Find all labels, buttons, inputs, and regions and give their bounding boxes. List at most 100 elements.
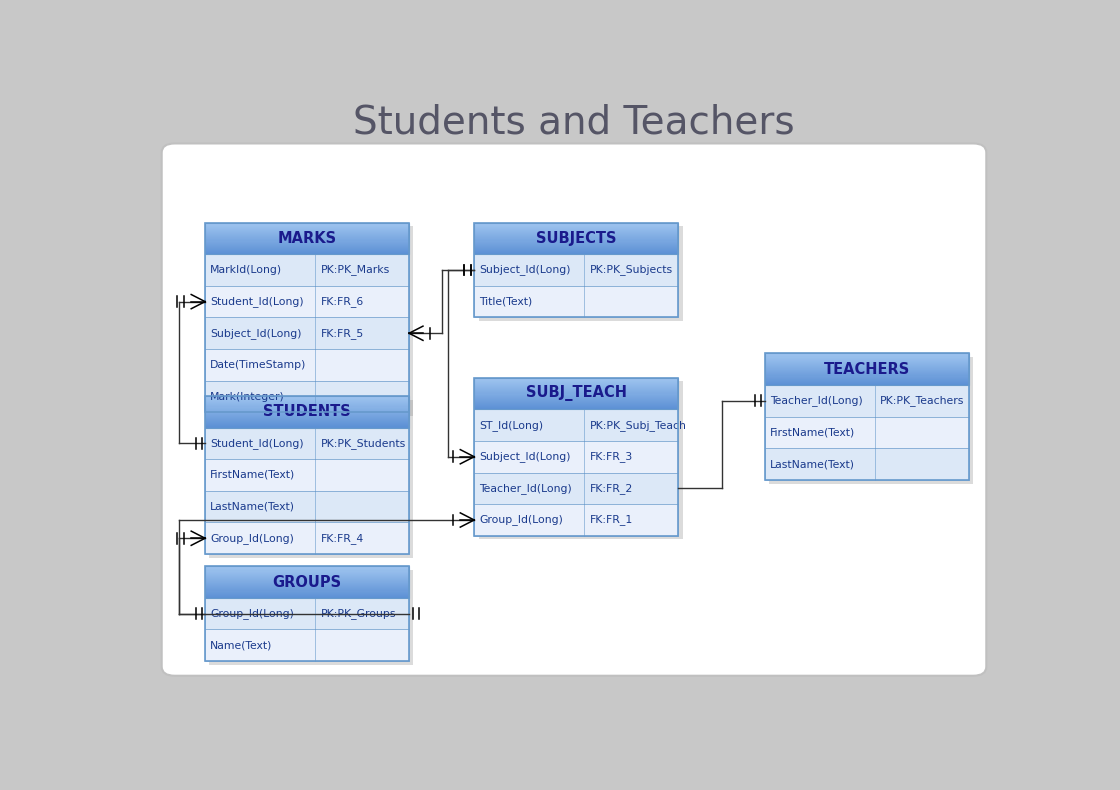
Bar xyxy=(205,571,409,573)
Text: Date(TimeStamp): Date(TimeStamp) xyxy=(211,360,307,370)
Bar xyxy=(205,583,409,584)
Bar xyxy=(205,410,409,411)
Bar xyxy=(205,414,409,415)
Bar xyxy=(205,233,409,234)
Text: Name(Text): Name(Text) xyxy=(211,641,272,650)
Bar xyxy=(205,381,409,412)
Text: Teacher_Id(Long): Teacher_Id(Long) xyxy=(479,483,572,494)
Bar xyxy=(205,405,409,406)
Bar xyxy=(205,408,409,410)
Text: FK:FR_5: FK:FR_5 xyxy=(320,328,364,339)
Text: PK:PK_Subj_Teach: PK:PK_Subj_Teach xyxy=(589,419,687,431)
Text: Title(Text): Title(Text) xyxy=(479,296,533,307)
Bar xyxy=(474,254,678,286)
Text: ST_Id(Long): ST_Id(Long) xyxy=(479,419,543,431)
Text: Group_Id(Long): Group_Id(Long) xyxy=(211,532,295,544)
Text: FirstName(Text): FirstName(Text) xyxy=(771,427,856,438)
Bar xyxy=(474,399,678,400)
Text: Student_Id(Long): Student_Id(Long) xyxy=(211,296,304,307)
Bar xyxy=(205,398,409,399)
Bar xyxy=(765,355,969,356)
Bar xyxy=(765,363,969,364)
Text: LastName(Text): LastName(Text) xyxy=(211,502,296,512)
Bar xyxy=(205,570,409,571)
Bar xyxy=(765,368,969,369)
Text: Group_Id(Long): Group_Id(Long) xyxy=(479,514,563,525)
Text: FK:FR_3: FK:FR_3 xyxy=(589,451,633,462)
Bar xyxy=(205,585,409,586)
Bar xyxy=(205,396,409,427)
Bar xyxy=(474,223,678,318)
Text: Teacher_Id(Long): Teacher_Id(Long) xyxy=(771,395,862,406)
Bar xyxy=(205,396,409,397)
Bar xyxy=(474,228,678,229)
Bar xyxy=(474,390,678,391)
Bar xyxy=(474,396,678,397)
Bar xyxy=(474,378,678,380)
Bar xyxy=(474,243,678,245)
Bar xyxy=(765,356,969,358)
Bar xyxy=(205,249,409,250)
Bar xyxy=(209,570,413,664)
Text: PK:PK_Groups: PK:PK_Groups xyxy=(320,608,396,619)
Bar xyxy=(474,404,678,405)
Bar xyxy=(205,426,409,427)
Bar xyxy=(474,286,678,318)
Bar xyxy=(205,581,409,582)
Text: FirstName(Text): FirstName(Text) xyxy=(211,470,296,480)
Bar xyxy=(474,389,678,390)
Bar xyxy=(474,394,678,396)
Bar xyxy=(205,580,409,581)
Bar xyxy=(205,406,409,408)
Bar xyxy=(205,592,409,593)
Bar xyxy=(205,237,409,239)
Bar xyxy=(474,408,678,409)
Bar xyxy=(765,358,969,359)
Bar xyxy=(205,566,409,661)
Bar xyxy=(205,318,409,349)
Bar xyxy=(205,230,409,231)
Bar xyxy=(474,402,678,403)
Bar xyxy=(205,349,409,381)
Bar xyxy=(205,248,409,249)
Text: Students and Teachers: Students and Teachers xyxy=(353,103,795,141)
Bar xyxy=(765,380,969,381)
Bar xyxy=(474,472,678,504)
Bar xyxy=(205,598,409,630)
Text: MARKS: MARKS xyxy=(278,231,337,246)
Bar xyxy=(474,240,678,242)
Bar xyxy=(205,630,409,661)
Bar xyxy=(474,248,678,249)
Bar xyxy=(474,382,678,383)
Bar xyxy=(474,441,678,472)
Bar xyxy=(205,397,409,398)
Bar xyxy=(209,400,413,558)
Bar xyxy=(765,353,969,355)
Text: TEACHERS: TEACHERS xyxy=(824,362,911,377)
Bar xyxy=(205,579,409,580)
Bar xyxy=(205,459,409,491)
Bar xyxy=(474,504,678,536)
Bar xyxy=(474,239,678,240)
Bar xyxy=(474,384,678,385)
Bar xyxy=(474,403,678,404)
Text: FK:FR_6: FK:FR_6 xyxy=(320,296,364,307)
Bar xyxy=(205,243,409,245)
Bar xyxy=(205,229,409,230)
Bar xyxy=(765,361,969,362)
Bar xyxy=(474,230,678,231)
Text: Group_Id(Long): Group_Id(Long) xyxy=(211,608,295,619)
Text: FK:FR_2: FK:FR_2 xyxy=(589,483,633,494)
Bar xyxy=(205,415,409,416)
Text: PK:PK_Teachers: PK:PK_Teachers xyxy=(880,395,964,406)
Bar xyxy=(205,253,409,254)
Bar xyxy=(765,367,969,368)
Bar xyxy=(205,582,409,583)
Bar xyxy=(205,228,409,229)
Bar xyxy=(205,235,409,236)
Bar xyxy=(474,227,678,228)
Bar xyxy=(765,377,969,378)
Bar xyxy=(474,378,678,536)
Bar xyxy=(765,371,969,372)
Bar xyxy=(765,353,969,480)
